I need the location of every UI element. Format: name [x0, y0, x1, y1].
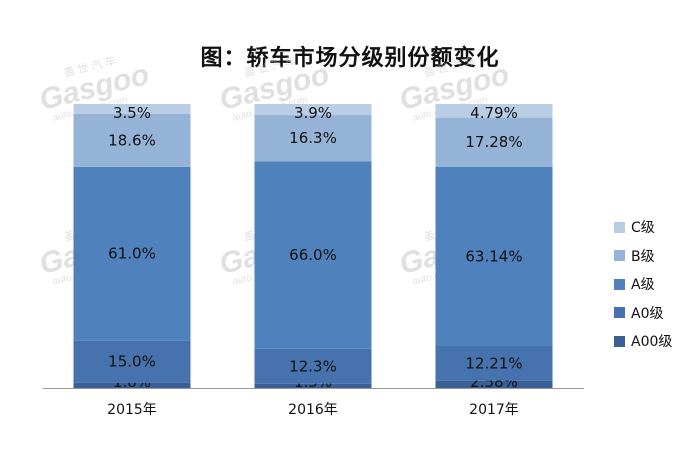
x-tick-label: 2015年 — [107, 402, 157, 418]
bar-segment — [435, 345, 553, 381]
bar-segment — [73, 340, 191, 383]
bar-segment — [435, 117, 553, 167]
legend-swatch — [614, 221, 625, 233]
data-label: 17.28% — [465, 133, 522, 151]
data-label: 63.14% — [465, 247, 522, 265]
data-label: 4.79% — [470, 104, 518, 122]
bar-segment — [73, 104, 191, 114]
legend-item: A级 — [614, 270, 672, 299]
bar-segment — [73, 113, 191, 167]
chart-title: 图：轿车市场分级别份额变化 — [200, 46, 500, 71]
data-label: 12.3% — [289, 357, 337, 375]
bar-segment — [73, 382, 191, 388]
legend-label: B级 — [631, 248, 655, 265]
bar-segment — [73, 166, 191, 341]
legend-item: B级 — [614, 242, 672, 271]
legend-item: A0级 — [614, 299, 672, 328]
legend-label: A级 — [631, 277, 655, 294]
data-label: 61.0% — [108, 245, 156, 263]
legend-swatch — [614, 250, 625, 262]
legend: C级 B级 A级 A0级 A00级 — [614, 213, 672, 356]
legend-label: A0级 — [631, 305, 664, 322]
bar-segment — [254, 383, 372, 388]
x-tick-label: 2016年 — [288, 402, 338, 418]
data-label: 3.9% — [294, 104, 332, 122]
legend-label: A00级 — [631, 334, 673, 351]
bar-segment — [254, 115, 372, 162]
data-label: 12.21% — [465, 354, 522, 372]
data-label: 66.0% — [289, 246, 337, 264]
legend-item: A00级 — [614, 327, 672, 356]
data-label: 3.5% — [113, 104, 151, 122]
bar-segment — [254, 161, 372, 349]
bar-segment — [254, 348, 372, 384]
legend-item: C级 — [614, 213, 672, 242]
bar-segment — [435, 380, 553, 388]
data-label: 15.0% — [108, 353, 156, 371]
data-label: 16.3% — [289, 129, 337, 147]
legend-swatch — [614, 278, 625, 290]
legend-swatch — [614, 307, 625, 319]
bar-segment — [435, 104, 553, 118]
bar-segment — [254, 104, 372, 116]
data-label: 18.6% — [108, 131, 156, 149]
bar-segment — [435, 166, 553, 346]
x-tick-label: 2017年 — [469, 402, 519, 418]
legend-label: C级 — [631, 220, 655, 237]
legend-swatch — [614, 335, 625, 347]
